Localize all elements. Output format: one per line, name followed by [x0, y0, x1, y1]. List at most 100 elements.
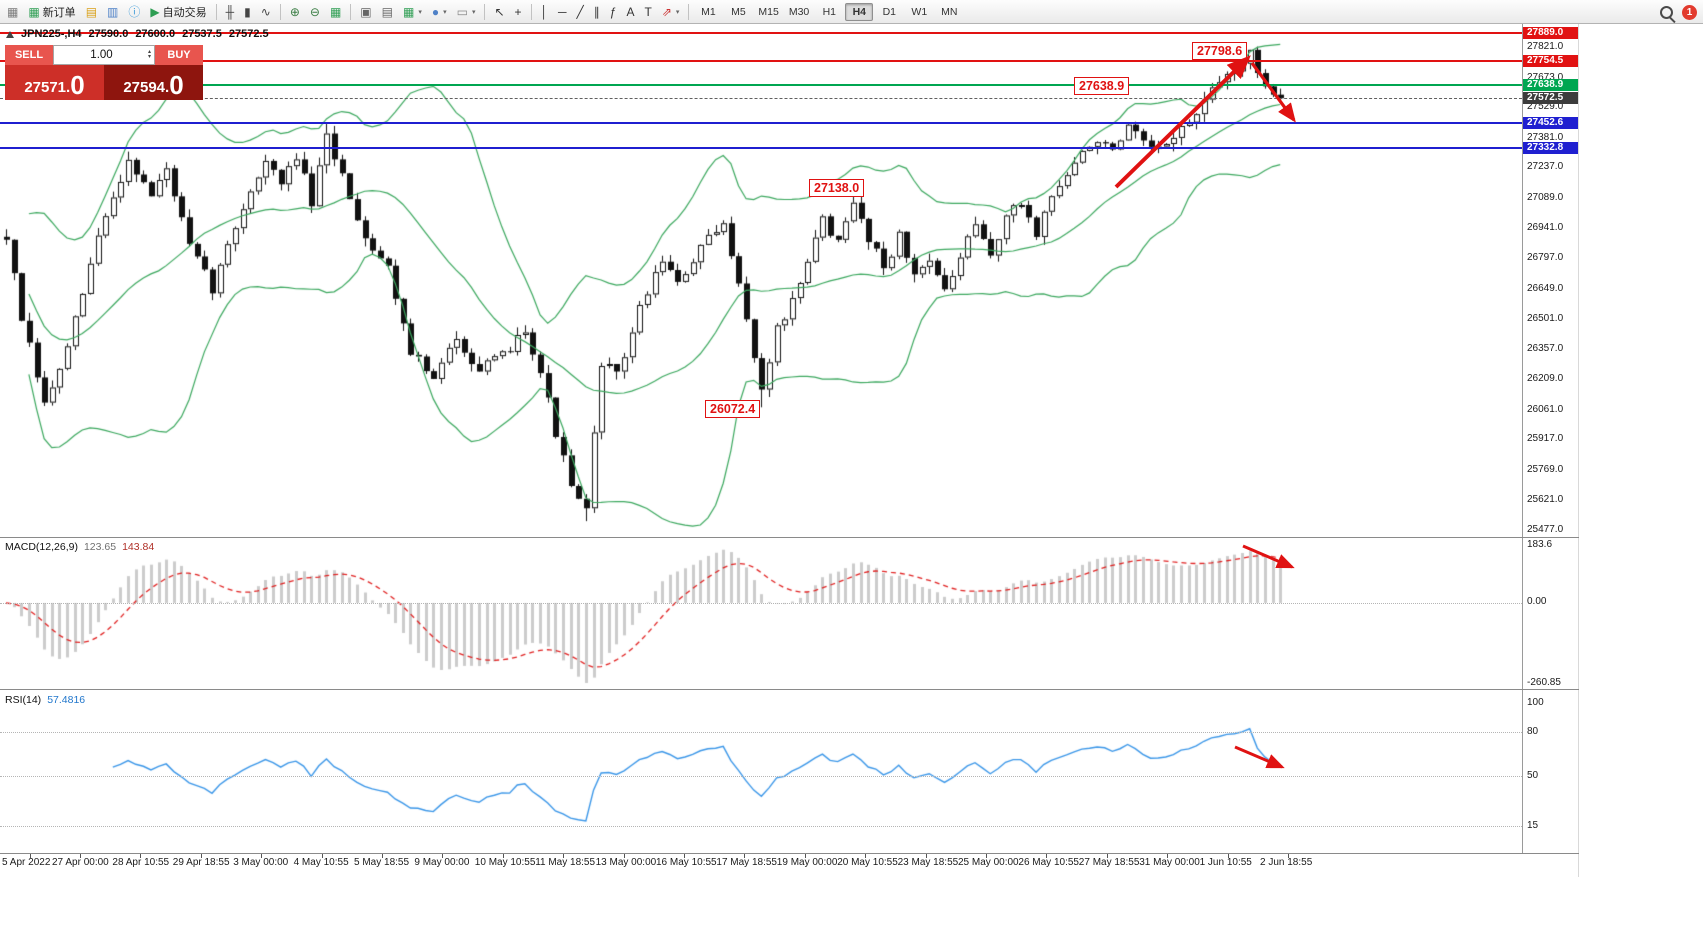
buy-price-button[interactable]: 27594. 0 [104, 65, 203, 100]
time-axis-label: 11 May 18:55 [535, 857, 596, 868]
volume-stepper[interactable]: ▴ ▾ [147, 49, 151, 60]
timeframe-m30[interactable]: M30 [788, 5, 810, 18]
bar-chart-icon-glyph: ╫ [225, 4, 235, 19]
sell-price-button[interactable]: 27571. 0 [5, 65, 104, 100]
arrows-tool-button[interactable]: ⇗ ▾ [657, 1, 685, 22]
candlestick-chart-icon[interactable]: ▮ [239, 1, 256, 22]
timeframe-w1[interactable]: W1 [911, 5, 928, 18]
buy-price-pips: 0 [169, 70, 184, 100]
rsi-name: RSI(14) [5, 694, 42, 706]
chart-shift-button-dropdown-icon[interactable]: ▾ [471, 8, 476, 16]
buy-button[interactable]: BUY [155, 45, 203, 65]
buy-price-main: 27594. [123, 79, 170, 96]
rsi-level-line [0, 775, 1522, 777]
text-label-icon-glyph: T [644, 4, 652, 19]
price-level-line[interactable] [0, 59, 1522, 62]
crosshair-icon[interactable]: + [510, 1, 527, 22]
volume-value[interactable]: 1.00 [90, 49, 113, 61]
profiles-button[interactable]: ● ▾ [427, 1, 452, 22]
line-chart-icon[interactable]: ∿ [256, 1, 276, 22]
toolbar-items: ▦ ▦ 新订单 ▤ ▥ ⓘ ▶ 自动交易 ╫ ▮ ∿ ⊕ ⊖ ▦ ▣ ▤ ▦ ▾ ● ▾ ▭ ▾ ↖ + │ ─ ╱ ∥ ƒ A T ⇗ ▾ M1… [2, 0, 964, 24]
text-label-icon[interactable]: T [639, 1, 656, 22]
price-level-line[interactable] [0, 83, 1522, 86]
volume-stepper-down-icon[interactable]: ▾ [147, 54, 151, 60]
sell-button[interactable]: SELL [5, 45, 53, 65]
cascade-windows-icon[interactable]: ▣ [355, 1, 376, 22]
price-axis-label: 26941.0 [1527, 222, 1564, 234]
rsi-scale-label: 80 [1527, 726, 1539, 737]
horizontal-line-icon[interactable]: ─ [553, 1, 572, 22]
info-icon[interactable]: ⓘ [123, 1, 145, 22]
macd-header: MACD(12,26,9) 123.65 143.84 [5, 541, 154, 553]
price-chart-canvas[interactable] [0, 24, 1522, 853]
fibonacci-icon[interactable]: ƒ [605, 1, 622, 22]
rsi-scale-label: 15 [1527, 820, 1539, 832]
window-menu-icon[interactable]: ▦ [2, 1, 23, 22]
chart-shift-button[interactable]: ▭ ▾ [452, 1, 481, 22]
price-axis-label: 26357.0 [1527, 342, 1564, 354]
channel-icon[interactable]: ∥ [589, 1, 605, 22]
tile-windows-icon-glyph: ▦ [329, 4, 342, 19]
time-axis-label: 4 May 10:55 [293, 857, 349, 868]
rsi-value: 57.4816 [47, 694, 86, 706]
timeframe-mn[interactable]: MN [941, 5, 958, 18]
price-tag: 27572.5 [1523, 92, 1578, 105]
macd-scale-label: 183.6 [1527, 539, 1553, 550]
timeframe-d1[interactable]: D1 [882, 5, 896, 18]
notification-badge[interactable]: 1 [1682, 4, 1697, 20]
price-level-line[interactable] [0, 32, 1522, 34]
time-axis-label: 5 Apr 2022 [2, 857, 51, 868]
toolbar-separator [350, 3, 352, 20]
search-icon[interactable] [1660, 5, 1673, 19]
data-window-icon[interactable]: ▥ [102, 1, 123, 22]
price-level-line[interactable] [0, 121, 1522, 124]
cursor-icon[interactable]: ↖ [489, 1, 509, 22]
price-level-line[interactable] [0, 146, 1522, 149]
zoom-in-icon[interactable]: ⊕ [285, 1, 305, 22]
arrange-windows-icon[interactable]: ▤ [377, 1, 398, 22]
price-annotation-label[interactable]: 27138.0 [809, 179, 865, 197]
timeframe-h1[interactable]: H1 [822, 5, 836, 18]
autotrading-button-glyph: ▶ [150, 4, 160, 19]
volume-stepper-up-icon[interactable]: ▴ [147, 49, 151, 55]
text-icon[interactable]: A [621, 1, 639, 22]
rsi-header: RSI(14) 57.4816 [5, 694, 85, 706]
price-axis-label: 26061.0 [1527, 403, 1564, 415]
price-axis-label: 25621.0 [1527, 494, 1564, 506]
history-center-icon[interactable]: ▤ [81, 1, 102, 22]
profiles-button-dropdown-icon[interactable]: ▾ [443, 8, 447, 16]
timeframe-m15[interactable]: M15 [758, 5, 779, 18]
timeframe-m1[interactable]: M1 [701, 5, 716, 18]
volume-input[interactable]: 1.00 ▴ ▾ [53, 45, 155, 65]
time-axis-tick [563, 854, 565, 858]
price-annotation-label[interactable]: 26072.4 [705, 400, 761, 418]
sell-price-main: 27571. [24, 79, 71, 96]
macd-main-value: 123.65 [83, 541, 117, 553]
price-level-line[interactable] [0, 98, 1522, 100]
rsi-panel-separator[interactable] [0, 689, 1579, 690]
bar-chart-icon[interactable]: ╫ [221, 1, 240, 22]
time-axis-label: 17 May 18:55 [716, 857, 777, 868]
vertical-line-icon[interactable]: │ [536, 1, 554, 22]
timeframe-h4[interactable]: H4 [845, 2, 874, 21]
main-toolbar: ▦ ▦ 新订单 ▤ ▥ ⓘ ▶ 自动交易 ╫ ▮ ∿ ⊕ ⊖ ▦ ▣ ▤ ▦ ▾ ● ▾ ▭ ▾ ↖ + │ ─ ╱ ∥ ƒ A T ⇗ ▾ M1… [0, 0, 1703, 24]
new-order-button[interactable]: ▦ 新订单 [23, 1, 80, 22]
new-order-button-glyph: ▦ [28, 4, 40, 19]
macd-panel-separator[interactable] [0, 537, 1579, 538]
trendline-icon[interactable]: ╱ [572, 1, 589, 22]
time-axis-tick [261, 854, 263, 858]
vertical-line-icon-glyph: │ [540, 4, 549, 19]
price-axis-label: 25477.0 [1527, 523, 1564, 535]
new-chart-button-dropdown-icon[interactable]: ▾ [418, 8, 422, 16]
price-annotation-label[interactable]: 27798.6 [1192, 42, 1248, 60]
arrows-tool-button-dropdown-icon[interactable]: ▾ [675, 8, 680, 16]
new-chart-button[interactable]: ▦ ▾ [398, 1, 427, 22]
time-axis-label: 23 May 18:55 [897, 857, 959, 868]
price-annotation-label[interactable]: 27638.9 [1074, 77, 1130, 95]
autotrading-button[interactable]: ▶ 自动交易 [145, 1, 211, 22]
zoom-out-icon[interactable]: ⊖ [305, 1, 325, 22]
timeframe-m5[interactable]: M5 [731, 5, 746, 18]
tile-windows-icon[interactable]: ▦ [325, 1, 346, 22]
time-axis-separator [0, 853, 1579, 854]
price-tag: 27638.9 [1523, 78, 1578, 91]
